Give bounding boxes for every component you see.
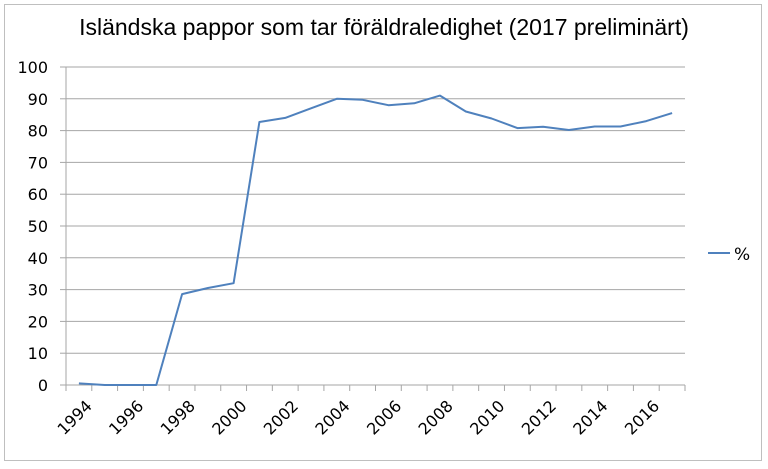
x-tick-label: 2008: [415, 396, 457, 438]
y-tick-label: 80: [28, 122, 48, 141]
x-tick-label: 1998: [157, 396, 199, 438]
series-line: [78, 94, 673, 386]
y-tick-label: 0: [38, 376, 48, 395]
y-tick-label: 50: [28, 217, 48, 236]
y-tick-label: 20: [28, 312, 48, 331]
x-axis: 1994 1996 1998 2000 2002 2004 2006 2008 2010 2012…: [53, 384, 686, 439]
chart-title: Isländska pappor som tar föräldraledighe…: [79, 14, 689, 40]
y-axis: 0 10 20 30 40 50 60 70 80 90 100: [17, 58, 67, 395]
x-tick-label: 1996: [105, 396, 147, 438]
x-tick-label: 2012: [518, 396, 560, 438]
y-tick-label: 30: [28, 281, 48, 300]
x-tick-label: 2006: [363, 396, 405, 438]
y-tick-label: 10: [28, 344, 48, 363]
gridlines: [66, 66, 685, 354]
legend: %: [708, 245, 750, 265]
x-tick-label: 2002: [260, 396, 302, 438]
y-tick-label: 90: [28, 90, 48, 109]
x-tick-label: 2010: [466, 396, 508, 438]
y-tick-label: 40: [28, 249, 48, 268]
y-tick-label: 60: [28, 185, 48, 204]
x-tick-label: 1994: [53, 396, 95, 438]
x-tick-label: 2004: [311, 396, 353, 438]
y-tick-label: 70: [28, 153, 48, 172]
legend-label: %: [734, 245, 750, 265]
x-tick-label: 2016: [621, 396, 663, 438]
y-tick-label: 100: [17, 58, 48, 77]
x-tick-label: 2014: [569, 396, 611, 438]
x-tick-label: 2000: [208, 396, 250, 438]
